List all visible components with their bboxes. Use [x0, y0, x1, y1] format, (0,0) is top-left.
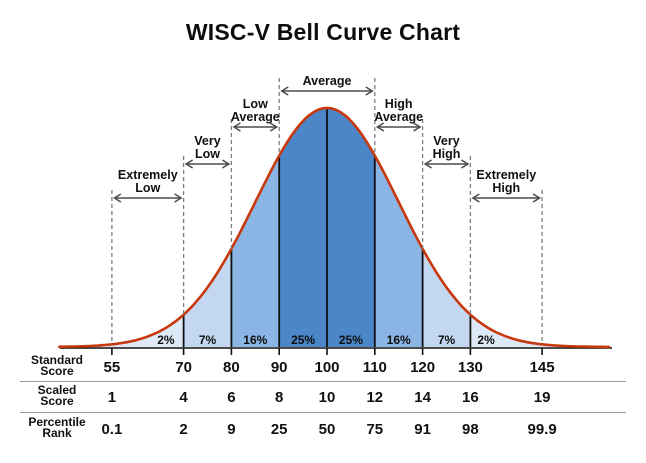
classification-label-low-average-line0: Low [243, 97, 268, 111]
classification-label-very-high-line1: High [433, 147, 461, 161]
range-arrow-extremely-low [112, 193, 183, 203]
classification-label-extremely-low-line1: Low [135, 181, 160, 195]
table-value: 90 [270, 359, 288, 376]
range-arrow-low-average [232, 122, 279, 132]
table-value: 9 [227, 420, 236, 438]
classification-label-very-low-line0: Very [194, 134, 220, 148]
table-value: 16 [462, 388, 479, 406]
percent-band-5 [374, 155, 423, 347]
classification-label-high-average-line1: Average [374, 110, 423, 124]
table-value: 0.1 [101, 420, 123, 438]
classification-label-high-average-line0: High [385, 97, 413, 111]
table-value: 55 [103, 359, 121, 376]
row-label-percentile-rank: Percentile Rank [28, 415, 86, 440]
row-label-scaled-score: Scaled Score [37, 383, 77, 408]
classification-label-very-low-line1: Low [195, 147, 220, 161]
percent-label-4: 25% [339, 333, 363, 347]
percent-band-3 [279, 108, 327, 347]
classification-label-very-high-line0: Very [433, 134, 459, 148]
row-divider [20, 381, 626, 382]
row-divider [20, 412, 626, 413]
table-value: 120 [410, 359, 436, 376]
percent-band-7 [470, 314, 609, 347]
percent-band-4 [327, 108, 375, 347]
range-arrow-very-high [423, 159, 470, 169]
table-value: 110 [362, 359, 387, 376]
table-value: 98 [462, 420, 479, 438]
table-value: 145 [529, 359, 555, 376]
table-value: 4 [179, 388, 188, 406]
percent-label-5: 16% [387, 333, 411, 347]
range-arrow-average [280, 86, 374, 96]
range-arrow-extremely-high [471, 193, 542, 203]
classification-label-extremely-high-line0: Extremely [476, 168, 536, 182]
percent-label-0: 2% [157, 333, 175, 347]
table-value: 130 [457, 359, 483, 376]
table-value: 2 [179, 420, 188, 438]
percent-label-3: 25% [291, 333, 315, 347]
row-label-standard-score: Standard Score [30, 353, 83, 378]
table-value: 50 [318, 420, 336, 438]
table-value: 25 [270, 420, 288, 438]
percent-label-6: 7% [438, 333, 456, 347]
table-value: 6 [227, 388, 236, 406]
percent-label-7: 2% [477, 333, 495, 347]
table-value: 80 [223, 359, 240, 376]
chart-title: WISC-V Bell Curve Chart [185, 19, 461, 45]
percent-label-1: 7% [199, 333, 217, 347]
percent-band-2 [231, 155, 280, 347]
table-value: 1 [107, 388, 117, 406]
classification-label-extremely-low-line0: Extremely [118, 168, 178, 182]
bell-curve-stroke [58, 106, 611, 349]
range-arrow-very-low [184, 159, 231, 169]
table-value: 99.9 [527, 420, 557, 438]
percent-band-6 [422, 248, 471, 347]
classification-label-extremely-high-line1: High [492, 181, 520, 195]
table-value: 75 [366, 420, 384, 438]
percent-band-1 [183, 248, 232, 347]
classification-label-low-average-line1: Average [231, 110, 280, 124]
percent-label-2: 16% [243, 333, 267, 347]
percent-band-0 [59, 314, 184, 347]
table-value: 8 [275, 388, 284, 406]
table-value: 70 [175, 359, 192, 376]
table-value: 12 [366, 388, 384, 406]
bell-curve-chart: ExtremelyLowVeryLowLowAverageAverageHigh… [58, 74, 612, 355]
range-arrow-high-average [375, 122, 422, 132]
table-value: 14 [414, 388, 431, 406]
table-value: 19 [533, 388, 551, 406]
table-value: 10 [318, 388, 336, 406]
table-value: 100 [314, 359, 340, 376]
table-value: 91 [414, 420, 431, 438]
classification-label-average-line0: Average [303, 74, 352, 88]
